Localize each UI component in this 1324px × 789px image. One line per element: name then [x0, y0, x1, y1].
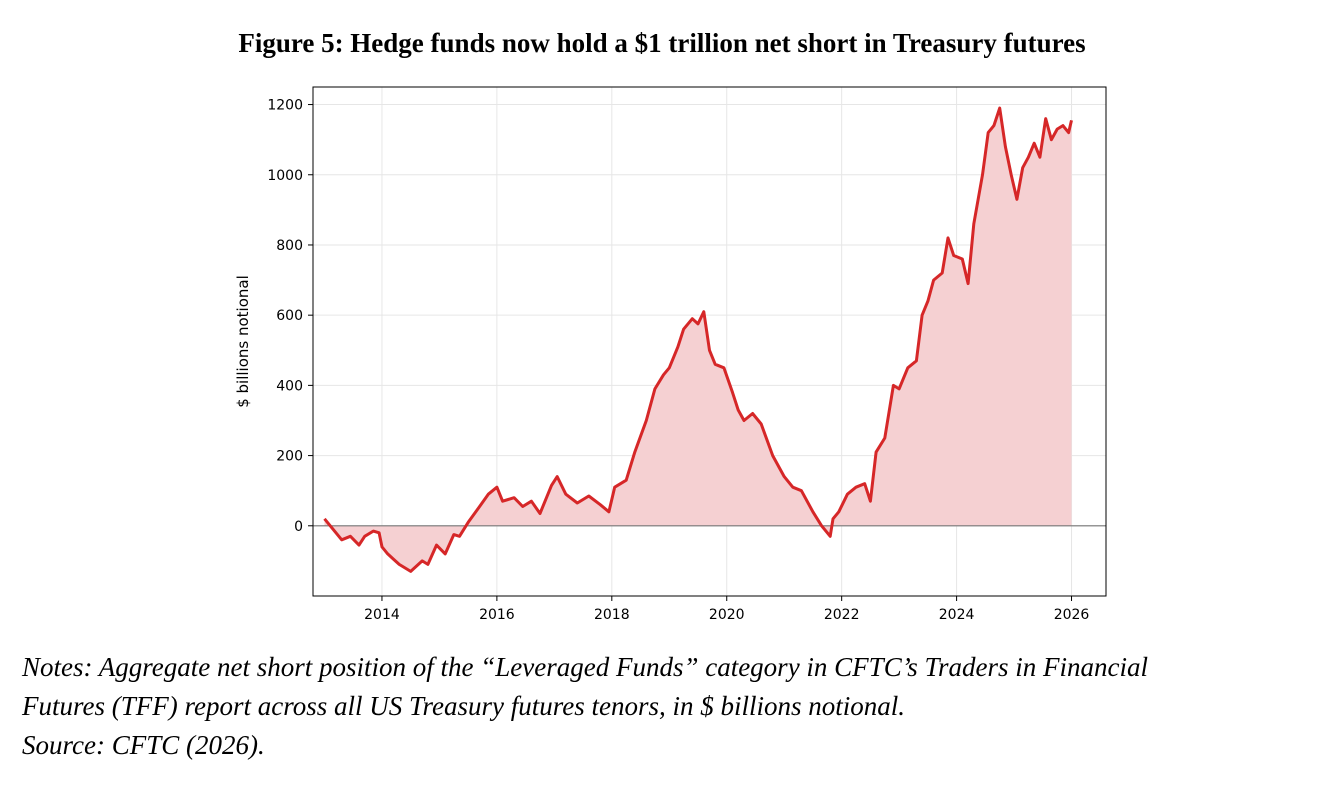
series-line	[323, 106, 1073, 573]
area-fill	[324, 108, 1072, 572]
notes-line: Futures (TFF) report across all US Treas…	[22, 691, 906, 721]
x-tick-label: 2018	[594, 607, 630, 623]
y-tick-label: 800	[276, 238, 303, 254]
x-tick-label: 2022	[824, 607, 860, 623]
x-tick-label: 2024	[939, 607, 975, 623]
chart: 2014 2016 2018 2020 2022 2024 2026 0 200 400 600 8…	[234, 86, 1107, 623]
x-axis-ticks: 2014 2016 2018 2020 2022 2024 2026	[364, 596, 1089, 623]
y-tick-label: 200	[276, 449, 303, 465]
x-tick-label: 2020	[709, 607, 745, 623]
y-axis-label: $ billions notional	[234, 275, 252, 408]
y-tick-label: 400	[276, 378, 303, 394]
x-tick-label: 2014	[364, 607, 400, 623]
y-axis-ticks: 0 200 400 600 800 1000 1200	[267, 98, 313, 535]
x-tick-label: 2016	[479, 607, 515, 623]
x-tick-label: 2026	[1054, 607, 1090, 623]
y-tick-label: 0	[294, 519, 303, 535]
source-line: Source: CFTC (2026).	[22, 730, 265, 760]
figure-notes: Notes: Aggregate net short position of t…	[22, 648, 1312, 765]
plot-frame	[312, 86, 1107, 597]
y-tick-label: 600	[276, 308, 303, 324]
y-tick-label: 1200	[267, 98, 303, 114]
y-tick-label: 1000	[267, 168, 303, 184]
figure-title: Figure 5: Hedge funds now hold a $1 tril…	[238, 28, 1086, 58]
notes-line: Notes: Aggregate net short position of t…	[22, 652, 1148, 682]
